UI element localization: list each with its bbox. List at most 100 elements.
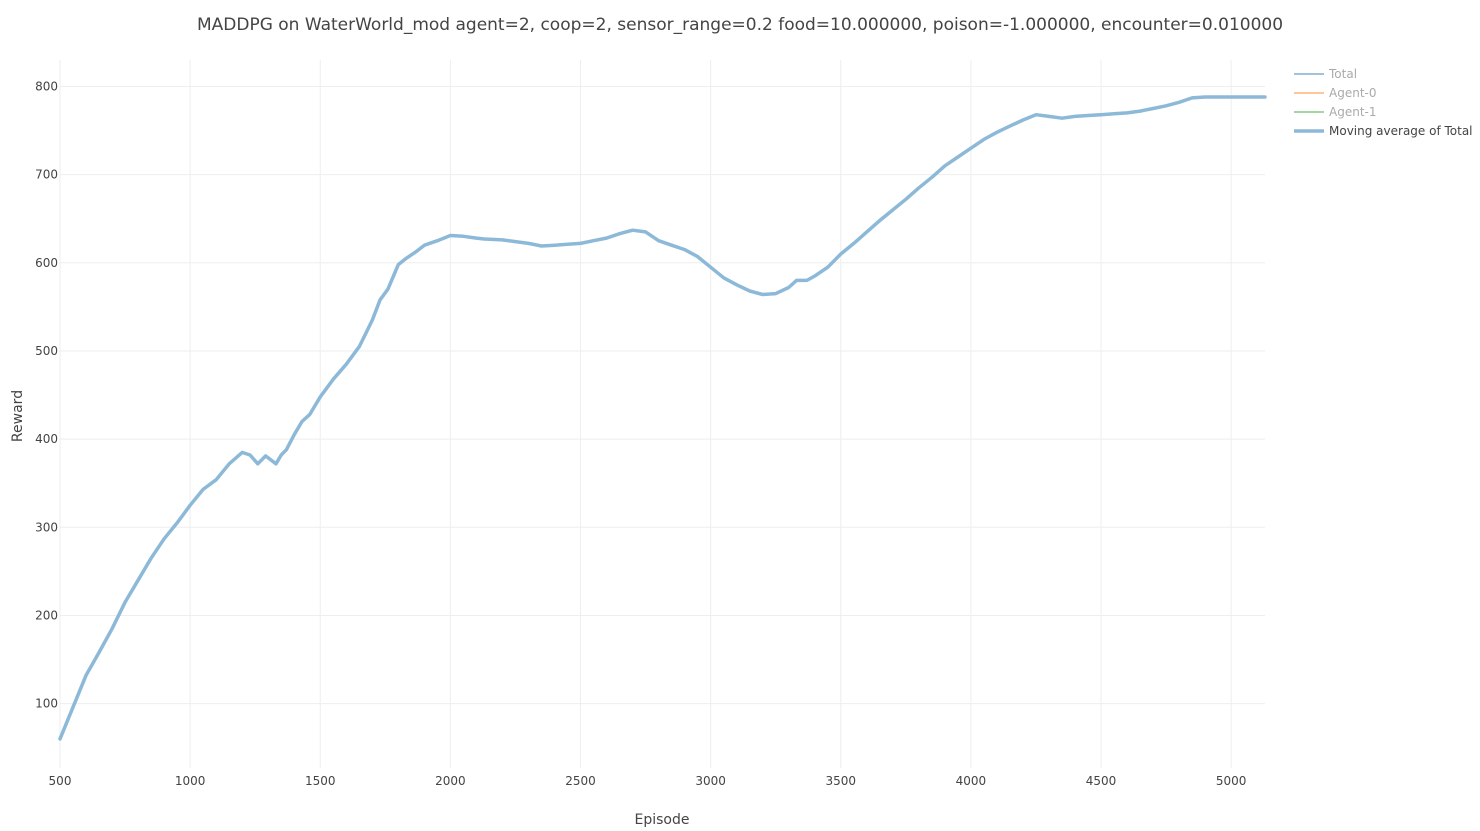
x-tick-label: 3000 [695,774,726,788]
data-point [264,454,267,458]
data-point [256,462,259,465]
x-tick-label: 500 [49,774,72,788]
data-point [683,248,686,251]
data-point [415,250,418,253]
data-point [839,252,842,256]
data-point [631,229,634,232]
legend: Total Agent-0 Agent-1 Moving average of Tot… [1294,67,1473,138]
data-point [527,242,530,245]
x-tick-label: 2500 [565,774,596,788]
legend-item[interactable]: Moving average of Total [1294,124,1473,138]
data-point [1086,114,1090,117]
y-tick-label: 200 [35,608,58,622]
data-point [904,198,907,201]
y-tick-label: 300 [35,520,58,534]
data-point [1034,113,1038,116]
y-axis-label: Reward [10,390,26,442]
x-tick-labels: 500 1000 1500 2000 2500 3000 3500 4000 4500 5000 [49,774,1247,788]
data-point [1060,117,1064,120]
data-point [280,453,283,457]
x-tick-label: 1000 [175,774,206,788]
x-axis-label: Episode [635,812,690,828]
data-point [787,286,790,289]
data-point [436,239,439,242]
data-point [579,242,582,245]
data-point [58,737,62,741]
data-point [722,276,725,279]
y-tick-label: 600 [35,256,58,270]
data-point [228,462,231,465]
data-point [514,240,517,243]
data-point [943,164,947,167]
legend-label: Agent-0 [1329,86,1376,100]
data-point [605,236,608,240]
data-point [386,288,390,291]
data-point [1021,118,1025,122]
data-point [449,234,452,237]
data-point [995,131,999,134]
data-point [852,242,855,245]
legend-item[interactable]: Agent-1 [1294,105,1376,119]
data-point [1008,124,1012,128]
data-point [248,453,252,457]
data-point [1164,104,1168,108]
data-point [404,257,408,260]
data-point [1073,115,1077,118]
data-point [917,186,921,189]
y-tick-labels: 100 200 300 400 500 600 700 800 [35,79,58,710]
grid [59,60,1265,768]
data-point [1230,95,1233,99]
data-point [1243,95,1246,99]
data-point [1125,111,1129,115]
data-point [483,237,486,241]
data-point [397,263,400,266]
data-point [813,274,816,278]
data-point [1256,95,1259,99]
data-point [1177,101,1181,104]
data-point [709,266,712,269]
data-point [1203,95,1207,99]
data-point [644,230,647,234]
x-tick-label: 2000 [435,774,466,788]
data-point [285,448,288,451]
legend-item[interactable]: Total [1294,67,1357,81]
y-tick-label: 500 [35,344,58,358]
data-point [670,244,673,247]
data-point [371,318,374,322]
data-point [423,244,426,247]
data-point [501,238,504,242]
data-point [540,244,543,248]
data-point [761,293,764,296]
x-tick-label: 4000 [956,774,987,788]
x-tick-label: 3500 [826,774,857,788]
data-point [1047,115,1051,118]
data-point [826,266,829,269]
data-point [215,478,218,481]
data-point [345,363,348,366]
data-point [795,279,798,282]
data-point [748,289,751,293]
data-point [136,579,140,582]
data-point [1190,96,1194,100]
data-point [592,239,595,242]
data-point [241,451,244,454]
data-point [123,601,127,604]
x-tick-label: 1500 [305,774,336,788]
x-tick-label: 4500 [1086,774,1117,788]
data-point [1099,113,1103,116]
data-point [319,395,322,398]
x-tick-label: 5000 [1216,774,1247,788]
data-point [878,219,881,222]
series-line-moving-average-total [58,95,1267,741]
series-lines [58,95,1267,741]
y-tick-label: 800 [35,79,58,93]
data-point [1263,95,1267,99]
data-point [956,155,960,159]
data-point [175,521,179,525]
data-point [865,230,868,234]
data-point [300,420,304,423]
chart-title: MADDPG on WaterWorld_mod agent=2, coop=2… [197,15,1283,35]
data-point [982,138,986,141]
data-point [969,147,973,150]
legend-item[interactable]: Agent-0 [1294,86,1376,100]
